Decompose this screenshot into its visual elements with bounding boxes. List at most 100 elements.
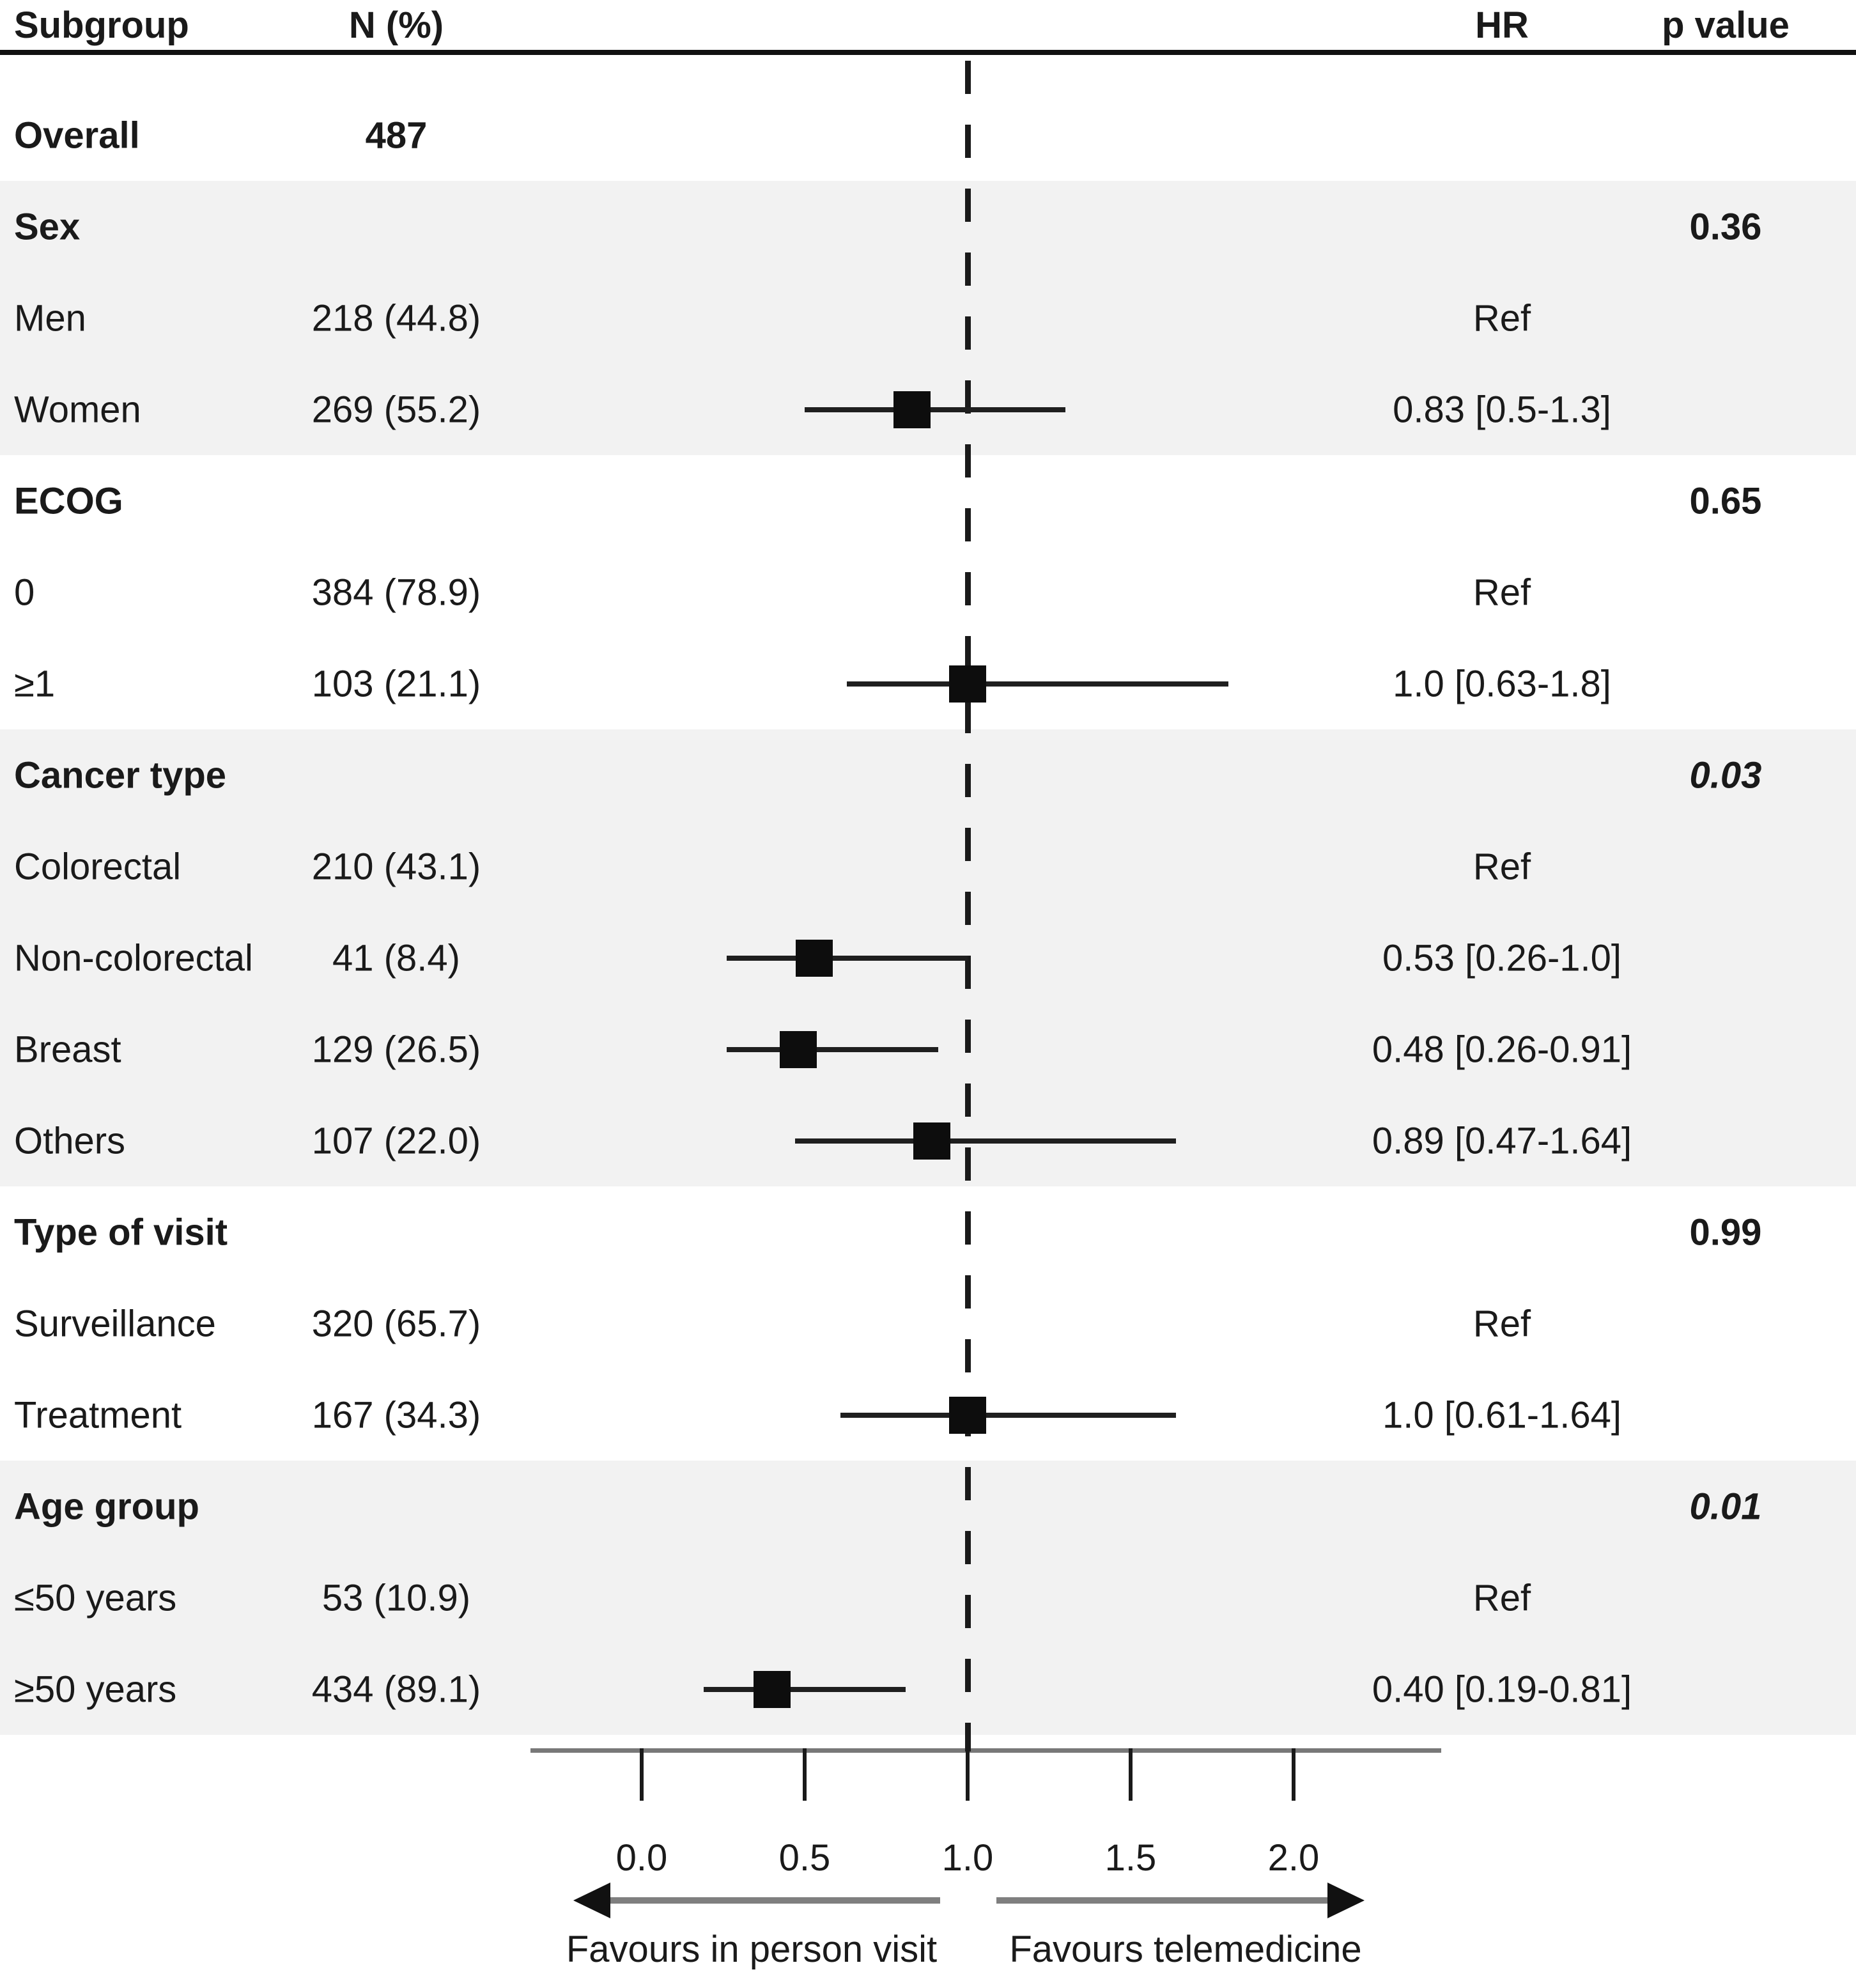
header-rule [0, 50, 1856, 55]
subgroup-label: ≥1 [14, 663, 56, 704]
row-section-cancer-type: Cancer type 0.03 [0, 729, 1856, 821]
forest-plot-area [0, 455, 1856, 547]
forest-plot-area [0, 364, 1856, 455]
axis-tick-label: 0.5 [778, 1837, 831, 1879]
section-label: Cancer type [14, 754, 227, 796]
hr-value: Ref [1473, 297, 1531, 339]
row-treatment: Treatment 167 (34.3) 1.0 [0.61-1.64] [0, 1369, 1856, 1461]
row-breast: Breast 129 (26.5) 0.48 [0.26-0.91] [0, 1004, 1856, 1095]
forest-plot-area [0, 821, 1856, 912]
axis-tick-label: 1.5 [1104, 1837, 1157, 1879]
hr-value: Ref [1473, 571, 1531, 613]
axis-tick-label: 0.0 [615, 1837, 668, 1879]
row-women: Women 269 (55.2) 0.83 [0.5-1.3] [0, 364, 1856, 455]
hr-value: 0.53 [0.26-1.0] [1382, 937, 1622, 979]
subgroup-rows: Overall 487 Sex 0.36 Men 218 (44.8) Ref … [0, 89, 1856, 1735]
forest-plot-area [0, 547, 1856, 638]
n-value: 434 (89.1) [311, 1668, 481, 1710]
row-overall: Overall 487 [0, 89, 1856, 181]
favours-in-person-label: Favours in person visit [566, 1929, 938, 1970]
row-surveillance: Surveillance 320 (65.7) Ref [0, 1278, 1856, 1369]
p-value: 0.01 [1689, 1486, 1762, 1527]
forest-plot-area [0, 729, 1856, 821]
hr-point-marker [949, 1396, 986, 1434]
p-value: 0.65 [1689, 480, 1762, 522]
hr-point-marker [796, 939, 833, 977]
row-colorectal: Colorectal 210 (43.1) Ref [0, 821, 1856, 912]
forest-plot-area [0, 638, 1856, 729]
forest-plot-area [0, 1186, 1856, 1278]
hr-value: Ref [1473, 846, 1531, 887]
ci-line [805, 407, 1065, 412]
subgroup-label: Others [14, 1120, 126, 1161]
p-value: 0.99 [1689, 1211, 1762, 1253]
row-men: Men 218 (44.8) Ref [0, 272, 1856, 364]
hr-value: 0.48 [0.26-0.91] [1372, 1029, 1632, 1070]
axis-tick [640, 1748, 644, 1801]
hr-point-marker [893, 391, 931, 428]
hr-point-marker [913, 1122, 950, 1160]
hr-point-marker [754, 1670, 791, 1708]
n-value: 487 [365, 114, 428, 156]
hr-value: Ref [1473, 1303, 1531, 1344]
column-header-subgroup: Subgroup [14, 4, 189, 46]
row-ecog-0: 0 384 (78.9) Ref [0, 547, 1856, 638]
n-value: 41 (8.4) [332, 937, 460, 979]
favours-left-arrow [573, 1883, 940, 1918]
forest-plot-area [0, 1369, 1856, 1461]
p-value: 0.03 [1689, 754, 1762, 796]
row-le-50-years: ≤50 years 53 (10.9) Ref [0, 1552, 1856, 1643]
forest-plot-area [0, 1643, 1856, 1735]
axis-tick-label: 2.0 [1267, 1837, 1320, 1879]
subgroup-label: Treatment [14, 1394, 182, 1436]
axis-tick-label: 1.0 [941, 1837, 994, 1879]
row-section-type-of-visit: Type of visit 0.99 [0, 1186, 1856, 1278]
section-label: Age group [14, 1486, 199, 1527]
axis-tick [803, 1748, 807, 1801]
left-arrowhead-icon [573, 1883, 610, 1918]
hr-point-marker [949, 665, 986, 703]
section-label: Sex [14, 206, 81, 247]
reference-line-hr-1 [965, 61, 971, 1751]
row-non-colorectal: Non-colorectal 41 (8.4) 0.53 [0.26-1.0] [0, 912, 1856, 1004]
n-value: 167 (34.3) [311, 1394, 481, 1436]
row-others: Others 107 (22.0) 0.89 [0.47-1.64] [0, 1095, 1856, 1186]
n-value: 269 (55.2) [311, 389, 481, 430]
subgroup-label: 0 [14, 571, 35, 613]
column-header-p-value: p value [1662, 4, 1790, 46]
section-label: ECOG [14, 480, 123, 522]
n-value: 384 (78.9) [311, 571, 481, 613]
column-header-n-percent: N (%) [348, 4, 444, 46]
row-section-age-group: Age group 0.01 [0, 1461, 1856, 1552]
ci-line [726, 955, 968, 961]
forest-plot-area [0, 89, 1856, 181]
axis-tick [1129, 1748, 1133, 1801]
hr-value: 1.0 [0.63-1.8] [1393, 663, 1611, 704]
ci-line [726, 1046, 939, 1052]
forest-plot-area [0, 912, 1856, 1004]
favours-telemedicine-label: Favours telemedicine [1009, 1929, 1362, 1970]
subgroup-label: Men [14, 297, 86, 339]
p-value: 0.36 [1689, 206, 1762, 247]
n-value: 103 (21.1) [311, 663, 481, 704]
row-section-sex: Sex 0.36 [0, 181, 1856, 272]
subgroup-label: Non-colorectal [14, 937, 253, 979]
axis-tick [966, 1748, 970, 1801]
section-label: Type of visit [14, 1211, 228, 1253]
n-value: 53 (10.9) [321, 1577, 471, 1619]
forest-plot-area [0, 1095, 1856, 1186]
hr-value: 0.83 [0.5-1.3] [1393, 389, 1611, 430]
subgroup-label: Surveillance [14, 1303, 216, 1344]
subgroup-label: Overall [14, 114, 140, 156]
row-ecog-ge1: ≥1 103 (21.1) 1.0 [0.63-1.8] [0, 638, 1856, 729]
right-arrowhead-icon [1327, 1883, 1365, 1918]
row-ge-50-years: ≥50 years 434 (89.1) 0.40 [0.19-0.81] [0, 1643, 1856, 1735]
subgroup-label: Breast [14, 1029, 121, 1070]
n-value: 320 (65.7) [311, 1303, 481, 1344]
subgroup-label: Colorectal [14, 846, 182, 887]
forest-plot-area [0, 1461, 1856, 1552]
favours-right-arrow [996, 1883, 1365, 1918]
subgroup-label: ≤50 years [14, 1577, 177, 1619]
x-axis-line [530, 1748, 1441, 1753]
